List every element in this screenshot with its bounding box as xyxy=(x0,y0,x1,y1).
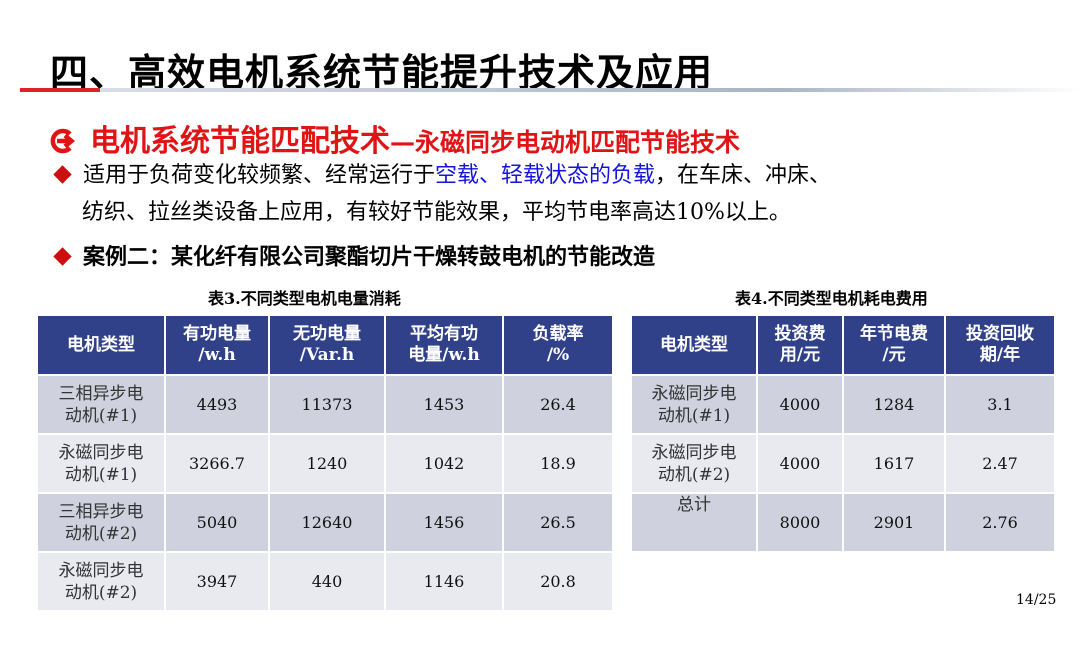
cell-line: /Var.h xyxy=(299,345,355,365)
cell-line: 动机(#1) xyxy=(657,405,731,426)
value-cell: 2.76 xyxy=(944,492,1056,553)
table3-energy-consumption: 电机类型 有功电量/w.h 无功电量/Var.h 平均有功 电量/w.h 负载率/% 三相… xyxy=(36,314,614,612)
cell-line: 电量/w.h xyxy=(408,345,480,365)
motor-type-cell: 永磁同步电 动机(#1) xyxy=(36,433,166,494)
value-cell: 12640 xyxy=(268,492,386,553)
cell-line: 用/元 xyxy=(779,345,821,365)
page-number: 14/25 xyxy=(1016,592,1057,608)
bullet1-line2: 纺织、拉丝类设备上应用，有较好节能效果，平均节电率高达10%以上。 xyxy=(82,200,791,225)
diamond-bullet-icon xyxy=(53,247,72,266)
cell-line: 永磁同步电 xyxy=(58,442,144,463)
cell-line: 平均有功 xyxy=(410,324,478,344)
cell-line: 电机类型 xyxy=(660,334,728,355)
bullet1-before: 适用于负荷变化较频繁、经常运行于 xyxy=(83,163,436,188)
column-header: 电机类型 xyxy=(630,314,758,376)
column-header: 无功电量/Var.h xyxy=(268,314,386,376)
table-row: 总计 8000 2901 2.76 xyxy=(630,492,1056,553)
table-header-row: 电机类型 投资费 用/元 年节电费/元 投资回收 期/年 xyxy=(630,314,1056,376)
cell-line: 动机(#2) xyxy=(64,582,138,603)
cell-line: 动机(#1) xyxy=(64,405,138,426)
cell-line: /% xyxy=(546,345,570,365)
table-row: 三相异步电 动机(#2) 5040 12640 1456 26.5 xyxy=(36,492,614,553)
value-cell: 18.9 xyxy=(502,433,614,494)
value-cell: 440 xyxy=(268,551,386,612)
bullet1-after: ，在车床、冲床、 xyxy=(655,163,832,188)
motor-type-cell: 永磁同步电 动机(#1) xyxy=(630,374,758,435)
motor-type-cell: 三相异步电 动机(#2) xyxy=(36,492,166,553)
table4-caption: 表4.不同类型电机耗电费用 xyxy=(735,289,928,308)
circle-arrow-icon xyxy=(50,128,75,154)
table-row: 永磁同步电 动机(#2) 4000 1617 2.47 xyxy=(630,433,1056,494)
column-header: 年节电费/元 xyxy=(842,314,946,376)
value-cell: 8000 xyxy=(756,492,844,553)
cell-line: 永磁同步电 xyxy=(651,383,737,404)
bullet2-text: 案例二：某化纤有限公司聚酯切片干燥转鼓电机的节能改造 xyxy=(83,244,656,270)
motor-type-cell: 永磁同步电 动机(#2) xyxy=(36,551,166,612)
diamond-bullet-icon xyxy=(53,165,72,184)
value-cell: 1042 xyxy=(384,433,504,494)
cell-line: 动机(#2) xyxy=(657,464,731,485)
value-cell: 1453 xyxy=(384,374,504,435)
column-header: 平均有功 电量/w.h xyxy=(384,314,504,376)
column-header: 投资费 用/元 xyxy=(756,314,844,376)
column-header: 负载率/% xyxy=(502,314,614,376)
value-cell: 26.5 xyxy=(502,492,614,553)
cell-line: 动机(#1) xyxy=(64,464,138,485)
value-cell: 11373 xyxy=(268,374,386,435)
value-cell: 4493 xyxy=(164,374,270,435)
column-header: 电机类型 xyxy=(36,314,166,376)
cell-line: 电机类型 xyxy=(67,334,135,355)
table-row: 永磁同步电 动机(#1) 3266.7 1240 1042 18.9 xyxy=(36,433,614,494)
cell-line: 投资回收 xyxy=(966,324,1034,344)
value-cell: 26.4 xyxy=(502,374,614,435)
value-cell: 2901 xyxy=(842,492,946,553)
value-cell: 4000 xyxy=(756,433,844,494)
table3-caption: 表3.不同类型电机电量消耗 xyxy=(208,289,401,308)
table-row: 永磁同步电 动机(#2) 3947 440 1146 20.8 xyxy=(36,551,614,612)
value-cell: 5040 xyxy=(164,492,270,553)
subheading-main: 电机系统节能匹配技术 xyxy=(90,124,390,159)
cell-line: 动机(#2) xyxy=(64,523,138,544)
value-cell: 4000 xyxy=(756,374,844,435)
cell-line: /元 xyxy=(882,345,906,365)
column-header: 有功电量/w.h xyxy=(164,314,270,376)
value-cell: 3266.7 xyxy=(164,433,270,494)
cell-line: 永磁同步电 xyxy=(651,442,737,463)
value-cell: 3.1 xyxy=(944,374,1056,435)
subheading-rest: —永磁同步电动机匹配节能技术 xyxy=(390,128,741,157)
slide-title: 四、高效电机系统节能提升技术及应用 xyxy=(50,51,714,95)
bullet1-highlight: 空载、轻载状态的负载 xyxy=(435,163,656,188)
cell-line: 投资费 xyxy=(774,324,826,344)
cell-line: 永磁同步电 xyxy=(58,560,144,581)
cell-line: 年节电费 xyxy=(860,324,928,344)
cell-line: 有功电量 xyxy=(183,324,251,344)
cell-line: 三相异步电 xyxy=(58,383,144,404)
table-header-row: 电机类型 有功电量/w.h 无功电量/Var.h 平均有功 电量/w.h 负载率/% xyxy=(36,314,614,376)
table-row: 永磁同步电 动机(#1) 4000 1284 3.1 xyxy=(630,374,1056,435)
value-cell: 1240 xyxy=(268,433,386,494)
value-cell: 1146 xyxy=(384,551,504,612)
title-underline xyxy=(20,88,1080,92)
value-cell: 1456 xyxy=(384,492,504,553)
value-cell: 2.47 xyxy=(944,433,1056,494)
cell-line: 三相异步电 xyxy=(58,501,144,522)
value-cell: 3947 xyxy=(164,551,270,612)
motor-type-cell: 总计 xyxy=(630,492,758,553)
cell-line: 总计 xyxy=(677,495,711,515)
column-header: 投资回收 期/年 xyxy=(944,314,1056,376)
bullet-applicability: 适用于负荷变化较频繁、经常运行于空载、轻载状态的负载，在车床、冲床、 xyxy=(52,158,831,193)
bullet-case-study: 案例二：某化纤有限公司聚酯切片干燥转鼓电机的节能改造 xyxy=(52,240,655,275)
cell-line: /w.h xyxy=(198,345,236,365)
table4-electricity-cost: 电机类型 投资费 用/元 年节电费/元 投资回收 期/年 永磁同步电 动机(#1) 4000 1… xyxy=(630,314,1056,553)
value-cell: 1284 xyxy=(842,374,946,435)
cell-line: 无功电量 xyxy=(293,324,361,344)
value-cell: 20.8 xyxy=(502,551,614,612)
cell-line: 期/年 xyxy=(979,345,1021,365)
motor-type-cell: 三相异步电 动机(#1) xyxy=(36,374,166,435)
cell-line: 负载率 xyxy=(532,324,584,344)
value-cell: 1617 xyxy=(842,433,946,494)
motor-type-cell: 永磁同步电 动机(#2) xyxy=(630,433,758,494)
section-subheading: 电机系统节能匹配技术—永磁同步电动机匹配节能技术 xyxy=(48,116,740,160)
table-row: 三相异步电 动机(#1) 4493 11373 1453 26.4 xyxy=(36,374,614,435)
